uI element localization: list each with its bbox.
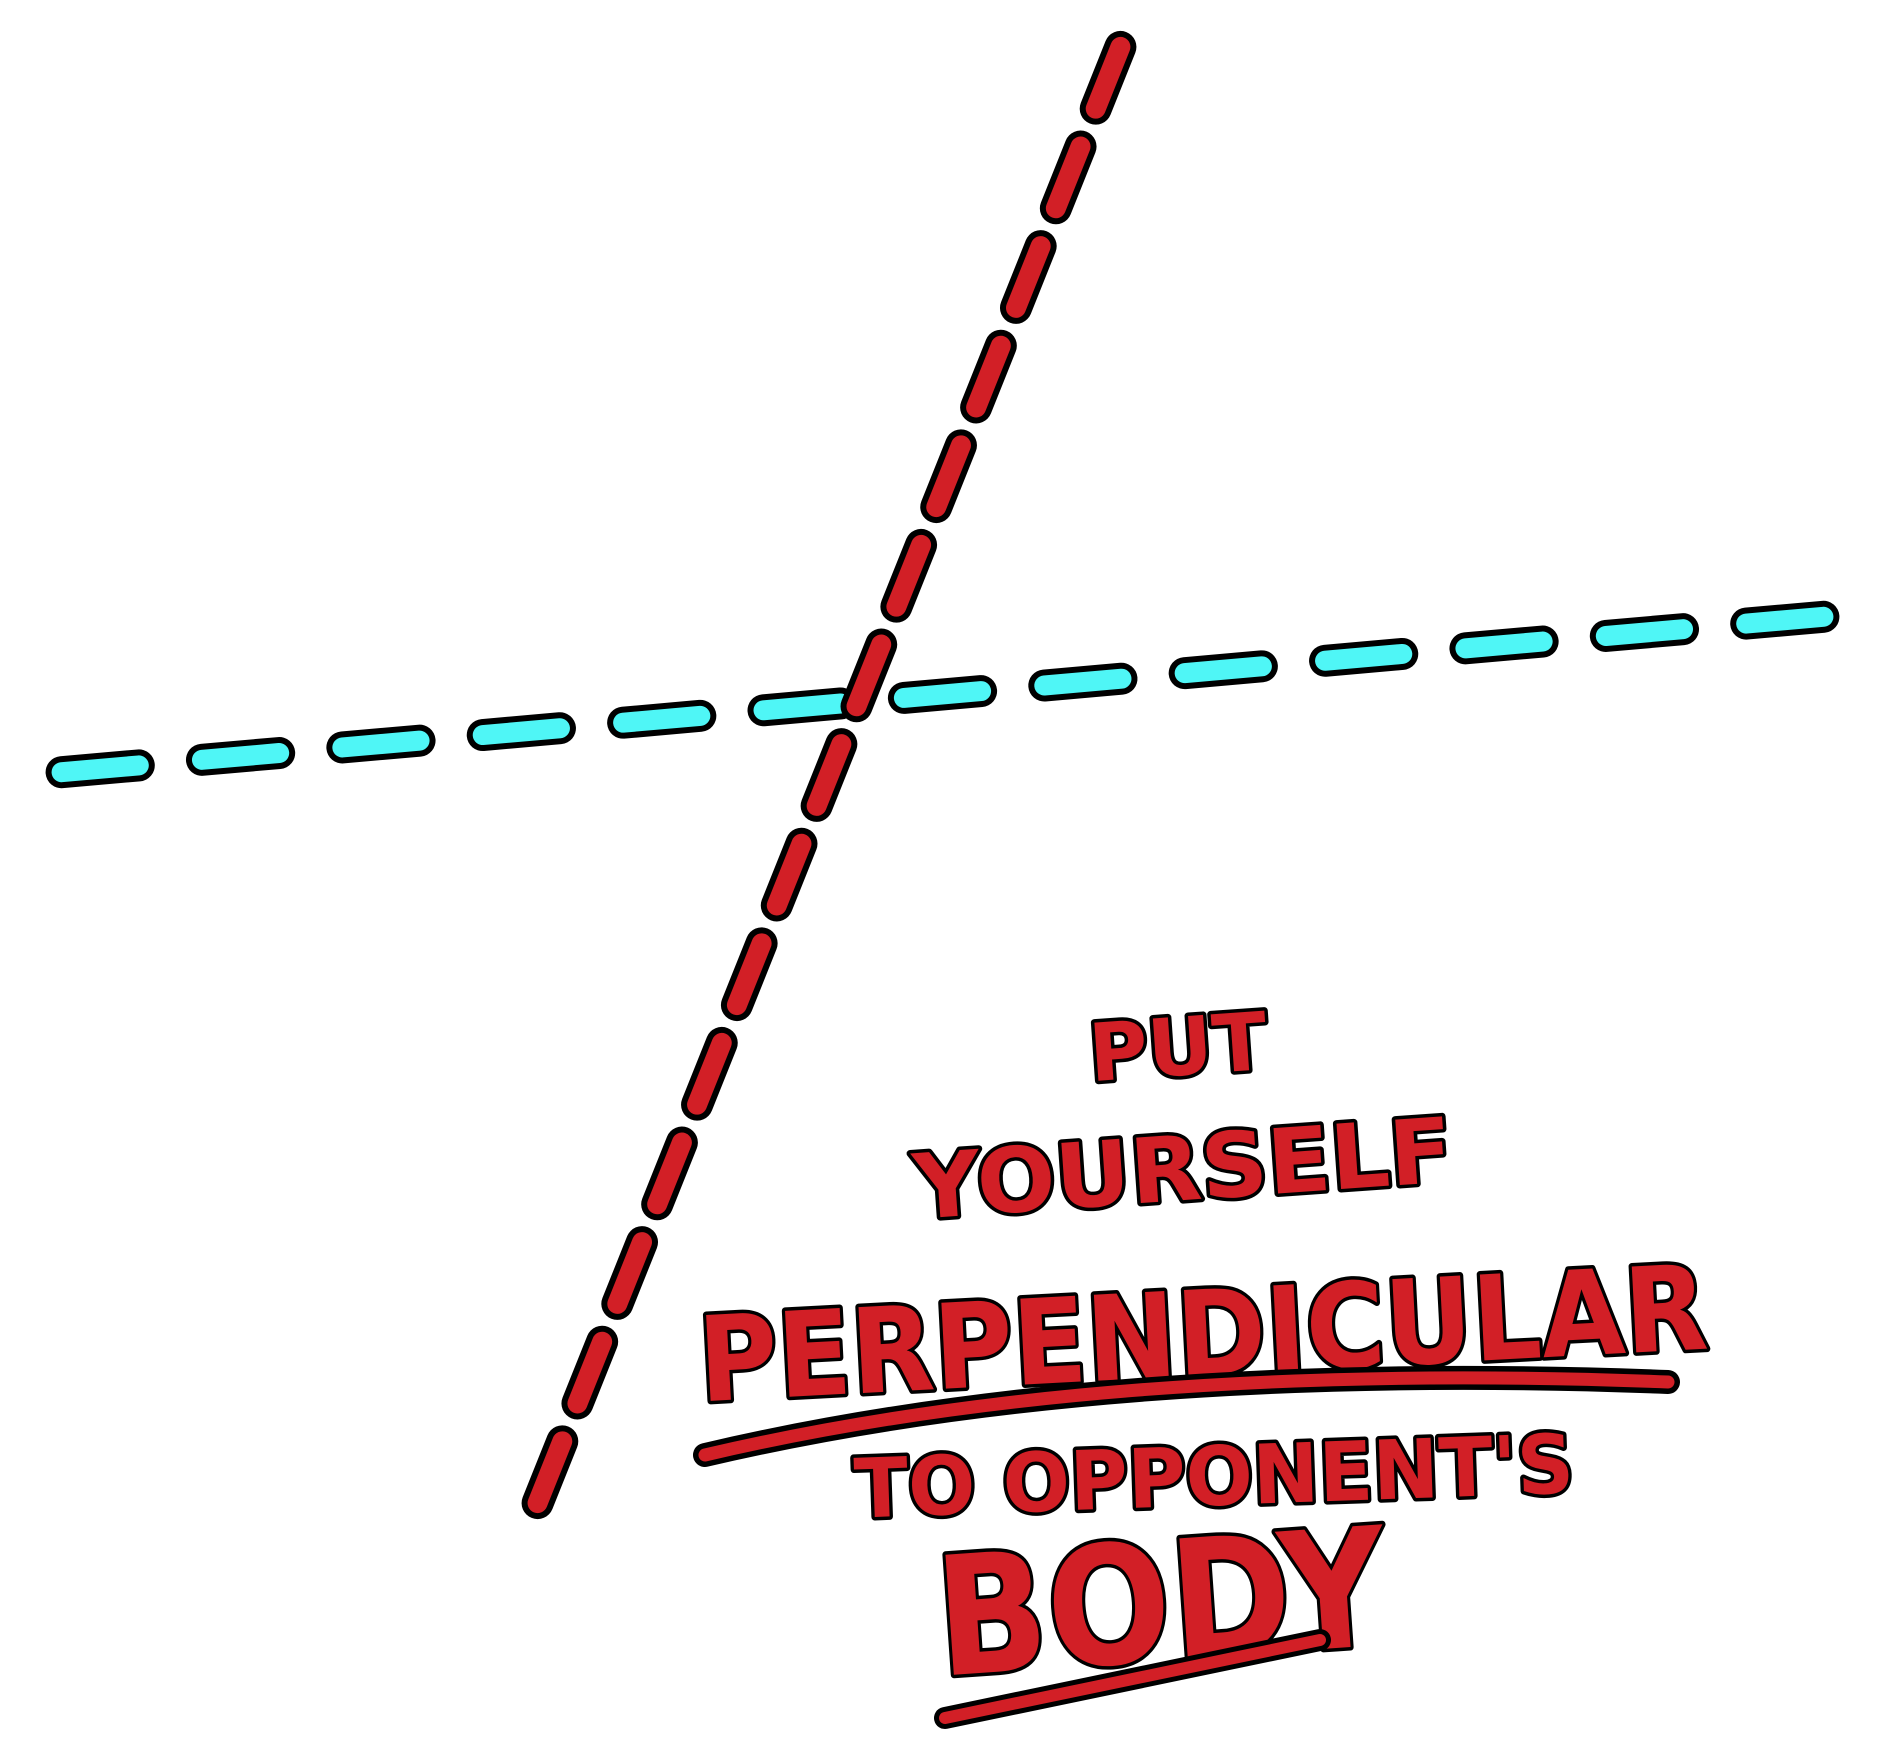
caption-line-yourself: YOURSELF xyxy=(909,1098,1456,1240)
cyan-dash xyxy=(1730,600,1840,640)
red-dash xyxy=(1039,130,1097,225)
red-dash xyxy=(1079,30,1137,125)
red-dash xyxy=(601,1226,659,1320)
cyan-dash xyxy=(1028,662,1138,702)
cyan-dash xyxy=(607,699,717,739)
red-dash xyxy=(681,1026,738,1121)
cyan-dashed-line xyxy=(45,600,1840,789)
red-dash xyxy=(880,528,938,623)
cyan-dash xyxy=(45,749,155,789)
underline-perpendicular xyxy=(693,1365,1680,1467)
cyan-dash xyxy=(466,712,576,752)
cyan-dash xyxy=(185,737,296,776)
underline-body xyxy=(934,1629,1331,1729)
cyan-dash xyxy=(1309,637,1419,677)
caption: PUT YOURSELF PERPENDICULAR TO OPPONENT'S… xyxy=(691,991,1714,1729)
red-dash xyxy=(521,1425,579,1520)
caption-line-put: PUT xyxy=(1086,995,1271,1100)
red-dash xyxy=(641,1126,698,1221)
red-dash xyxy=(800,728,858,822)
red-dashed-line xyxy=(521,30,1137,1520)
red-dash xyxy=(920,429,977,524)
cyan-dash xyxy=(887,675,998,714)
red-dash xyxy=(960,329,1017,424)
cyan-dash xyxy=(326,724,436,764)
cyan-dash xyxy=(1449,625,1559,665)
caption-line-body: BODY xyxy=(930,1492,1395,1715)
red-dash xyxy=(760,827,818,922)
red-dash xyxy=(720,927,778,1022)
red-dash xyxy=(561,1325,619,1420)
cyan-dash xyxy=(1168,650,1278,690)
red-dash xyxy=(999,230,1057,324)
red-dash xyxy=(840,628,898,723)
cyan-dash xyxy=(1589,613,1700,652)
cyan-dash xyxy=(747,687,857,727)
caption-line-perpendicular: PERPENDICULAR xyxy=(695,1239,1711,1430)
